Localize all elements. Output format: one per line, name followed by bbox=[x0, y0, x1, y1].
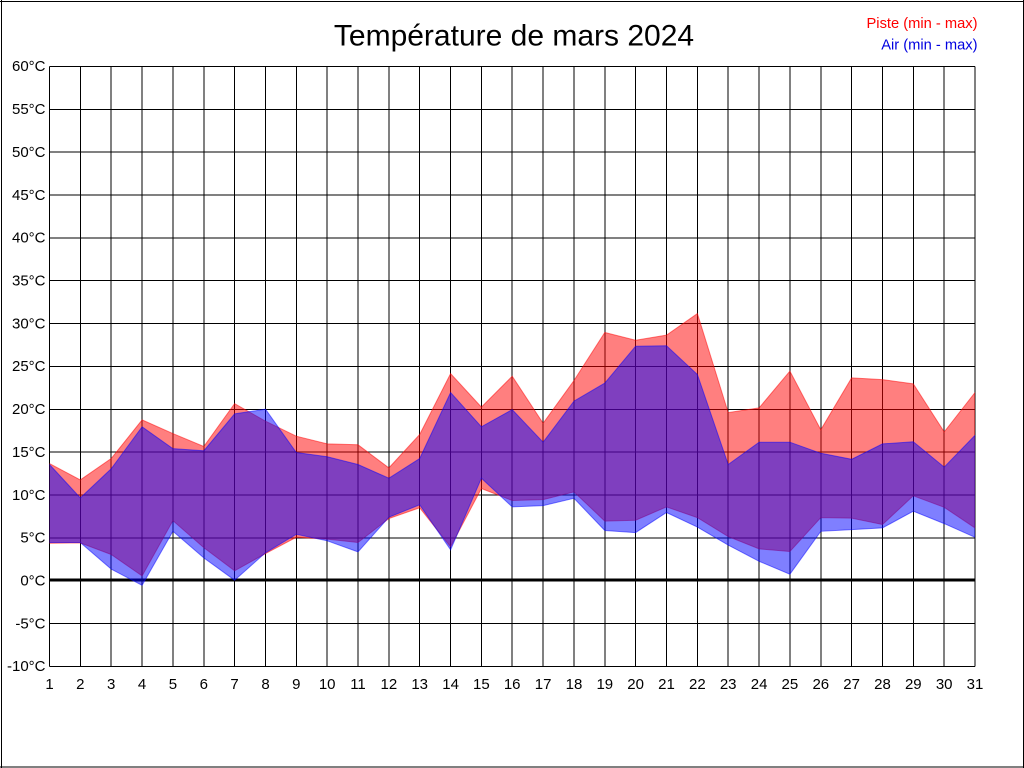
svg-text:24: 24 bbox=[751, 676, 768, 693]
svg-text:25: 25 bbox=[782, 676, 799, 693]
svg-text:22: 22 bbox=[689, 676, 706, 693]
svg-text:8: 8 bbox=[261, 676, 269, 693]
svg-text:3: 3 bbox=[107, 676, 115, 693]
svg-text:21: 21 bbox=[658, 676, 675, 693]
svg-text:-5°C: -5°C bbox=[15, 615, 45, 632]
svg-text:2: 2 bbox=[76, 676, 84, 693]
svg-text:-10°C: -10°C bbox=[7, 658, 46, 675]
svg-text:20°C: 20°C bbox=[12, 401, 46, 418]
svg-text:30°C: 30°C bbox=[12, 315, 46, 332]
svg-text:50°C: 50°C bbox=[12, 144, 46, 161]
svg-text:30: 30 bbox=[936, 676, 953, 693]
svg-text:5: 5 bbox=[169, 676, 177, 693]
svg-text:12: 12 bbox=[381, 676, 398, 693]
svg-text:9: 9 bbox=[292, 676, 300, 693]
svg-text:28: 28 bbox=[874, 676, 891, 693]
svg-text:23: 23 bbox=[720, 676, 737, 693]
svg-text:7: 7 bbox=[230, 676, 238, 693]
svg-text:10: 10 bbox=[319, 676, 336, 693]
svg-text:15°C: 15°C bbox=[12, 444, 46, 461]
svg-text:35°C: 35°C bbox=[12, 273, 46, 290]
svg-text:31: 31 bbox=[967, 676, 984, 693]
svg-text:20: 20 bbox=[627, 676, 644, 693]
svg-text:14: 14 bbox=[442, 676, 459, 693]
svg-text:13: 13 bbox=[411, 676, 428, 693]
svg-text:40°C: 40°C bbox=[12, 230, 46, 247]
svg-text:26: 26 bbox=[812, 676, 829, 693]
svg-text:25°C: 25°C bbox=[12, 358, 46, 375]
svg-text:60°C: 60°C bbox=[12, 58, 46, 75]
svg-text:5°C: 5°C bbox=[20, 530, 45, 547]
svg-text:Température de mars 2024: Température de mars 2024 bbox=[334, 20, 694, 53]
svg-text:27: 27 bbox=[843, 676, 860, 693]
svg-text:Air (min - max): Air (min - max) bbox=[881, 38, 977, 54]
svg-text:10°C: 10°C bbox=[12, 487, 46, 504]
svg-text:29: 29 bbox=[905, 676, 922, 693]
svg-text:17: 17 bbox=[535, 676, 552, 693]
svg-text:1: 1 bbox=[45, 676, 53, 693]
svg-text:11: 11 bbox=[350, 676, 366, 693]
svg-text:18: 18 bbox=[566, 676, 583, 693]
svg-text:15: 15 bbox=[473, 676, 490, 693]
svg-text:55°C: 55°C bbox=[12, 101, 46, 118]
svg-text:16: 16 bbox=[504, 676, 521, 693]
svg-text:Piste (min - max): Piste (min - max) bbox=[867, 16, 978, 32]
svg-text:19: 19 bbox=[596, 676, 613, 693]
svg-text:0°C: 0°C bbox=[20, 573, 45, 590]
svg-text:4: 4 bbox=[138, 676, 146, 693]
svg-text:45°C: 45°C bbox=[12, 187, 46, 204]
svg-text:6: 6 bbox=[200, 676, 208, 693]
